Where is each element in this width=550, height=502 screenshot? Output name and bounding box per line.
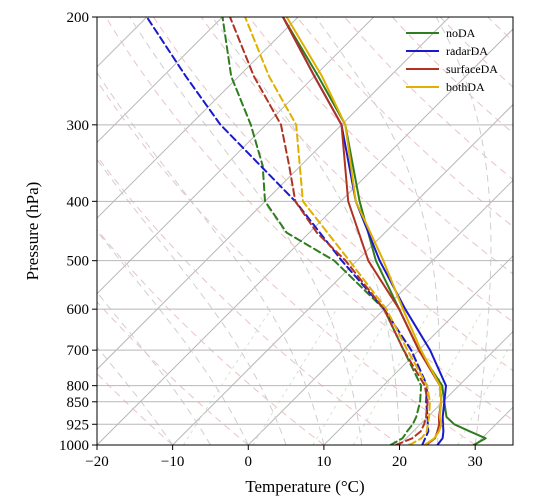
x-tick-label: 10 <box>316 454 331 470</box>
y-tick-label: 1000 <box>59 438 89 454</box>
mixing-ratio-line <box>352 308 432 445</box>
dry-adiabat-line <box>487 17 513 42</box>
y-tick-label: 700 <box>67 343 90 359</box>
legend-label-surfaceDA: surfaceDA <box>446 62 498 76</box>
isotherm-line <box>172 103 513 445</box>
isotherm-line <box>323 255 513 445</box>
y-tick-label: 300 <box>67 118 90 134</box>
isotherm-line <box>97 17 299 219</box>
mixing-ratio-line <box>312 308 394 445</box>
isotherm-line <box>97 17 375 295</box>
y-tick-label: 600 <box>67 302 90 318</box>
x-axis-title: Temperature (°C) <box>245 477 364 496</box>
isotherm-line <box>399 330 513 445</box>
isotherm-line <box>97 17 223 144</box>
series-layer <box>145 17 487 445</box>
dry-adiabat-line <box>248 17 513 275</box>
x-tick-label: −10 <box>161 454 184 470</box>
x-tick-label: 0 <box>245 454 253 470</box>
y-tick-label: 200 <box>67 10 90 26</box>
legend: noDA radarDA surfaceDA bothDA <box>406 26 498 94</box>
moist-adiabat-line <box>129 17 363 445</box>
y-axis-title: Pressure (hPa) <box>23 182 42 281</box>
moist-adiabat-line <box>97 71 325 445</box>
series-bothDA-temperature-line <box>285 17 443 445</box>
y-tick-label: 400 <box>67 194 90 210</box>
y-tick-label: 925 <box>67 417 90 433</box>
mixing-ratio-line <box>252 308 338 445</box>
dry-adiabat-line <box>153 17 513 372</box>
series-surfaceDA-dewpoint-line <box>229 17 429 445</box>
y-tick-label: 850 <box>67 395 90 411</box>
moist-adiabat-line <box>512 442 513 445</box>
dry-adiabat-line <box>0 17 21 445</box>
x-tick-label: 20 <box>392 454 407 470</box>
plot-frame <box>96 16 514 446</box>
legend-label-radarDA: radarDA <box>446 44 488 58</box>
series-radarDA-temperature-line <box>282 17 447 445</box>
y-tick-label: 500 <box>67 254 90 270</box>
dry-adiabat-line <box>97 79 476 445</box>
isotherm-line <box>97 17 450 371</box>
dry-adiabat-line <box>97 228 325 445</box>
series-bothDA-dewpoint-line <box>244 17 431 445</box>
x-tick-label: 30 <box>468 454 483 470</box>
isotherm-line <box>97 28 513 445</box>
dry-adiabat-line <box>296 17 513 228</box>
series-radarDA-dewpoint-line <box>145 17 430 445</box>
series-surfaceDA-temperature-line <box>282 17 443 445</box>
moist-adiabat-line <box>97 158 287 445</box>
x-tick-label: −20 <box>85 454 108 470</box>
isotherm-line <box>247 179 513 445</box>
y-tick-label: 800 <box>67 379 90 395</box>
dry-adiabat-line <box>97 155 400 445</box>
legend-label-bothDA: bothDA <box>446 80 485 94</box>
dry-adiabat-line <box>536 17 550 445</box>
moist-adiabat-line <box>211 17 400 445</box>
dry-adiabat-line <box>200 17 513 323</box>
legend-label-noDA: noDA <box>446 26 476 40</box>
